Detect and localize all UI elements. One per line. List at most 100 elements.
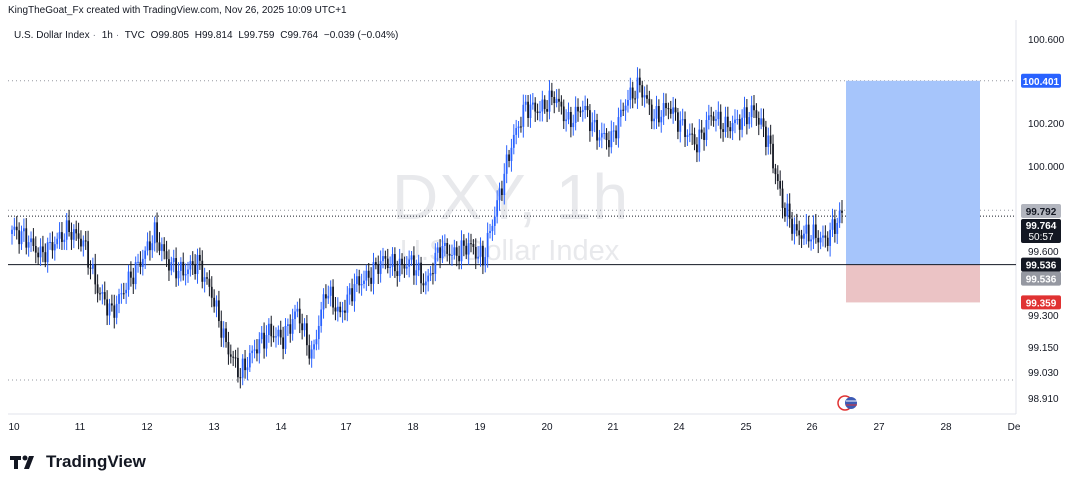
candle-body	[198, 254, 201, 261]
legend-interval: 1h	[101, 30, 113, 41]
candle-body	[367, 270, 370, 278]
candle-body	[201, 260, 204, 282]
candle-body	[653, 118, 656, 122]
candle-body	[327, 295, 330, 299]
candle-body	[34, 245, 37, 253]
time-tick-label: 19	[474, 422, 486, 433]
candle-body	[691, 133, 694, 135]
candle-body	[301, 323, 304, 331]
candle-body	[146, 241, 149, 251]
candle-body	[667, 108, 670, 110]
candle-body	[462, 240, 465, 246]
candle-body	[415, 270, 418, 276]
candle-body	[308, 345, 311, 359]
candle-body	[360, 283, 363, 286]
candle-body	[382, 256, 384, 262]
candle-body	[53, 244, 56, 251]
candle-body	[137, 261, 139, 263]
candle-body	[460, 240, 463, 262]
candle-body	[151, 243, 154, 251]
candle-body	[548, 90, 551, 112]
candle-body	[270, 323, 273, 337]
candle-body	[586, 105, 589, 111]
price-tick-label: 99.150	[1028, 343, 1059, 354]
candle-body	[396, 271, 399, 277]
last-price-badge: 99.764	[1026, 221, 1057, 232]
entry-price-badge-2: 99.536	[1026, 275, 1057, 286]
candle-body	[546, 109, 549, 112]
candle-body	[248, 353, 251, 368]
stop-price-badge-bg	[1021, 295, 1061, 310]
candle-body	[812, 224, 815, 240]
price-tick-label: 100.000	[1028, 162, 1065, 173]
candle-body	[163, 244, 166, 252]
candle-body	[565, 119, 568, 122]
candle-body	[118, 294, 120, 304]
candle-body	[841, 210, 843, 213]
candle-body	[386, 258, 389, 268]
time-tick-label: 27	[873, 422, 885, 433]
candle-body	[113, 305, 116, 318]
time-tick-label: 17	[340, 422, 352, 433]
candle-body	[134, 262, 137, 285]
candle-body	[474, 246, 477, 259]
tradingview-brand[interactable]: TradingView	[10, 452, 146, 472]
candle-body	[42, 246, 44, 253]
candle-body	[291, 319, 294, 334]
time-tick-label: 20	[541, 422, 553, 433]
candle-body	[577, 106, 579, 112]
candle-body	[448, 253, 451, 256]
price-tick-label: 99.300	[1028, 311, 1059, 322]
candle-body	[91, 264, 94, 269]
candle-body	[130, 271, 132, 278]
candle-body	[627, 100, 629, 106]
candle-body	[793, 224, 796, 234]
candle-body	[210, 286, 213, 298]
candle-body	[353, 284, 356, 302]
candle-body	[44, 252, 47, 263]
candle-body	[191, 261, 194, 265]
candle-body	[493, 216, 496, 226]
countdown-badge: 50:57	[1028, 232, 1053, 243]
candle-body	[624, 105, 627, 111]
candle-body	[344, 310, 346, 313]
watermark-name: U.S. Dollar Index	[400, 235, 620, 267]
legend-source: TVC	[124, 30, 145, 41]
candle-body	[39, 246, 42, 258]
candle-body	[401, 258, 403, 265]
candle-body	[774, 168, 777, 175]
candle-body	[776, 174, 779, 182]
candle-body	[227, 342, 230, 355]
candle-body	[581, 109, 584, 112]
candle-body	[265, 335, 268, 349]
candle-body	[617, 117, 620, 139]
legend-symbol: U.S. Dollar Index	[14, 30, 90, 41]
candle-body	[741, 117, 744, 130]
candle-body	[791, 218, 793, 234]
watermark-ticker: DXY, 1h	[392, 161, 630, 233]
price-tick-label: 100.200	[1028, 119, 1065, 130]
candle-body	[125, 289, 128, 294]
candle-body	[629, 87, 632, 101]
candle-body	[184, 274, 187, 276]
candle-body	[736, 119, 739, 121]
candle-body	[707, 115, 710, 120]
candle-body	[496, 200, 499, 217]
entry-price-badge: 99.536	[1026, 261, 1057, 272]
candle-body	[762, 118, 765, 127]
candle-body	[260, 332, 263, 340]
candle-body	[408, 259, 411, 267]
legend-close: C99.764	[280, 30, 319, 41]
candle-body	[638, 77, 641, 86]
candle-body	[722, 129, 724, 132]
candle-body	[282, 337, 285, 349]
candle-body	[80, 238, 82, 247]
candle-body	[70, 232, 73, 240]
candle-body	[49, 241, 51, 243]
candle-body	[672, 107, 675, 114]
candle-body	[379, 261, 382, 274]
candle-body	[18, 230, 21, 245]
candle-body	[187, 269, 189, 275]
candle-body	[748, 117, 751, 125]
